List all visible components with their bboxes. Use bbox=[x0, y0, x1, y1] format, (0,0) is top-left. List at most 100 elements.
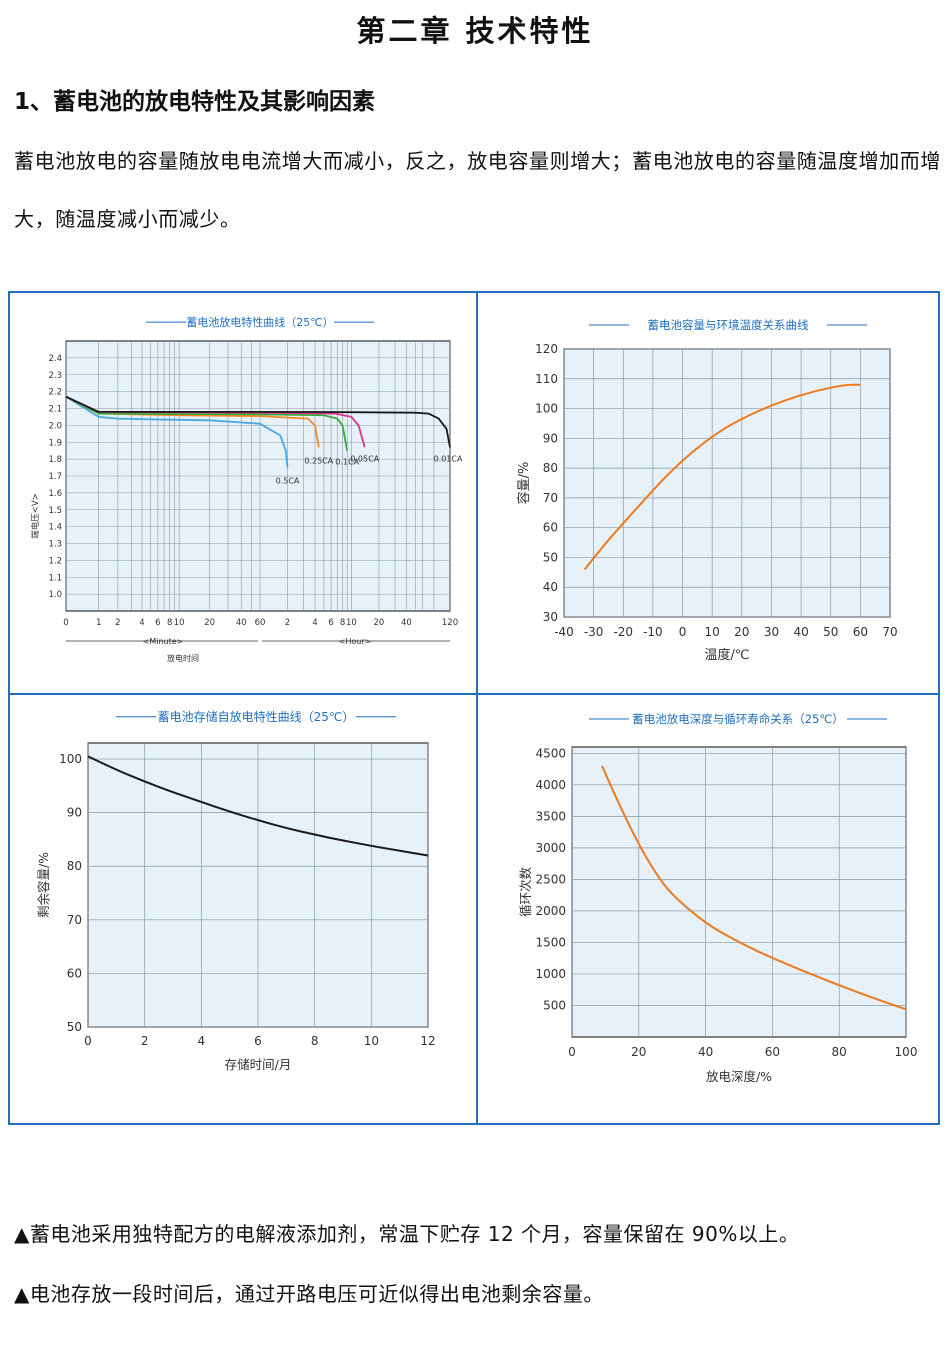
x-tick-label: 100 bbox=[895, 1045, 918, 1059]
x-tick-label: 1 bbox=[96, 618, 101, 628]
y-tick-label: 1.2 bbox=[48, 556, 62, 566]
y-axis-label: 端电压<V> bbox=[30, 493, 41, 539]
x-axis-label: 放电深度/% bbox=[706, 1069, 772, 1084]
y-tick-label: 1000 bbox=[535, 967, 566, 981]
y-tick-label: 50 bbox=[67, 1020, 82, 1034]
grid-divider-vertical bbox=[476, 293, 478, 1123]
x-tick-label: 8 bbox=[311, 1034, 319, 1048]
y-tick-label: 1.3 bbox=[48, 540, 62, 550]
x-tick-label: 20 bbox=[631, 1045, 646, 1059]
chart-title: 蓄电池放电特性曲线（25℃） bbox=[186, 315, 333, 329]
y-axis-label: 剩余容量/% bbox=[36, 852, 51, 918]
x-tick-label: 6 bbox=[155, 618, 160, 628]
panel-capacity-temperature: 蓄电池容量与环境温度关系曲线 -40 -30 -20 -10 0 10 20 30 40 50 60 7… bbox=[478, 293, 940, 693]
x-tick-label: 40 bbox=[236, 618, 247, 628]
x-tick-label: 80 bbox=[832, 1045, 847, 1059]
x-tick-label: 60 bbox=[765, 1045, 780, 1059]
y-tick-label: 100 bbox=[59, 752, 82, 766]
y-tick-label: 70 bbox=[543, 491, 558, 505]
note-open-circuit: ▲电池存放一段时间后，通过开路电压可近似得出电池剩余容量。 bbox=[14, 1282, 604, 1306]
discharge-curve-chart: 蓄电池放电特性曲线（25℃）0 1 2 4 6 8 10 20 40 60 2 4 6 8 10 20 40 12… bbox=[30, 315, 463, 663]
x-tick-label: 2 bbox=[141, 1034, 149, 1048]
series-label: 0.1CA bbox=[335, 458, 359, 467]
series-line bbox=[65, 395, 451, 448]
y-tick-label: 100 bbox=[535, 402, 558, 416]
hour-unit-label: <Hour> bbox=[339, 637, 372, 646]
x-tick-label: 10 bbox=[705, 625, 720, 639]
y-tick-label: 80 bbox=[543, 461, 558, 475]
y-tick-label: 3500 bbox=[535, 809, 566, 823]
chart-title: 蓄电池存储自放电特性曲线（25℃） bbox=[158, 709, 355, 724]
panel-cycle-life: 蓄电池放电深度与循环寿命关系（25℃） 0 20 40 60 80 100 500 1000 15… bbox=[478, 695, 940, 1123]
x-tick-label: 40 bbox=[793, 625, 808, 639]
y-tick-label: 1.5 bbox=[48, 506, 62, 516]
x-tick-label: 0 bbox=[84, 1034, 92, 1048]
series-label: 0.5CA bbox=[276, 477, 300, 486]
x-tick-label: 70 bbox=[882, 625, 897, 639]
x-tick-label: 60 bbox=[255, 618, 266, 628]
y-tick-label: 2.3 bbox=[48, 371, 62, 381]
intro-paragraph: 蓄电池放电的容量随放电电流增大而减小，反之，放电容量则增大；蓄电池放电的容量随温… bbox=[14, 149, 941, 231]
x-tick-label: -20 bbox=[613, 625, 633, 639]
x-tick-label: 10 bbox=[174, 618, 185, 628]
y-tick-label: 70 bbox=[67, 913, 82, 927]
y-tick-label: 2.4 bbox=[48, 354, 62, 364]
section-title: 1、蓄电池的放电特性及其影响因素 bbox=[14, 89, 376, 115]
panel-self-discharge: 蓄电池存储自放电特性曲线（25℃） 0 2 4 6 8 10 12 50 60 70 80 90 100 存… bbox=[10, 695, 476, 1123]
y-tick-label: 90 bbox=[543, 431, 558, 445]
x-tick-label: 40 bbox=[698, 1045, 713, 1059]
x-tick-label: -40 bbox=[554, 625, 574, 639]
grid-divider-horizontal bbox=[10, 693, 938, 695]
chart-grid: 蓄电池放电特性曲线（25℃） 0 1 2 4 6 8 10 20 40 60 2 4 6 8 10 20 40 12… bbox=[8, 291, 940, 1125]
x-tick-label: 60 bbox=[853, 625, 868, 639]
x-tick-label: 50 bbox=[823, 625, 838, 639]
plot-area bbox=[571, 746, 907, 1038]
y-tick-label: 1.1 bbox=[48, 573, 62, 583]
x-tick-label: 8 bbox=[167, 618, 172, 628]
y-tick-label: 4000 bbox=[535, 778, 566, 792]
y-axis-label: 容量/% bbox=[516, 462, 532, 505]
y-tick-label: 2.2 bbox=[48, 388, 62, 398]
x-tick-label: 6 bbox=[254, 1034, 262, 1048]
x-tick-label: 10 bbox=[346, 618, 357, 628]
chart-title: 蓄电池放电深度与循环寿命关系（25℃） bbox=[632, 712, 844, 726]
series-line bbox=[87, 755, 429, 857]
x-tick-label: 12 bbox=[420, 1034, 435, 1048]
y-tick-label: 40 bbox=[543, 580, 558, 594]
x-tick-label: 2 bbox=[115, 618, 120, 628]
x-tick-label: 0 bbox=[63, 618, 68, 628]
y-tick-label: 1.4 bbox=[48, 523, 62, 533]
self-discharge-chart: 蓄电池存储自放电特性曲线（25℃） 0 2 4 6 8 10 12 50 60 70 80 90 100 存… bbox=[36, 709, 436, 1072]
series-line bbox=[65, 395, 289, 468]
x-tick-label: 0 bbox=[679, 625, 687, 639]
y-axis-label: 循环次数 bbox=[518, 867, 533, 918]
y-tick-label: 3000 bbox=[535, 841, 566, 855]
page-title: 第二章 技术特性 bbox=[356, 14, 594, 48]
x-tick-label: 8 bbox=[340, 618, 345, 628]
x-tick-label: 20 bbox=[204, 618, 215, 628]
panel-discharge-curve: 蓄电池放电特性曲线（25℃） 0 1 2 4 6 8 10 20 40 60 2 4 6 8 10 20 40 12… bbox=[10, 293, 476, 693]
x-tick-label: -30 bbox=[584, 625, 604, 639]
x-axis-label: 温度/℃ bbox=[705, 647, 750, 663]
note-storage: ▲蓄电池采用独特配方的电解液添加剂，常温下贮存 12 个月，容量保留在 90%以… bbox=[14, 1222, 800, 1246]
x-tick-label: 10 bbox=[364, 1034, 379, 1048]
series-line bbox=[601, 765, 907, 1011]
x-tick-label: 30 bbox=[764, 625, 779, 639]
x-tick-label: 6 bbox=[328, 618, 333, 628]
y-tick-label: 1.9 bbox=[48, 438, 62, 448]
x-tick-label: 4 bbox=[312, 618, 317, 628]
series-label: 0.25CA bbox=[304, 456, 333, 465]
y-tick-label: 1.0 bbox=[48, 590, 62, 600]
y-tick-label: 2000 bbox=[535, 904, 566, 918]
chart-title: 蓄电池容量与环境温度关系曲线 bbox=[648, 318, 809, 332]
y-tick-label: 110 bbox=[535, 372, 558, 386]
plot-area bbox=[563, 348, 891, 618]
x-axis-label: 存储时间/月 bbox=[225, 1057, 292, 1072]
x-tick-label: 20 bbox=[373, 618, 384, 628]
x-tick-label: 2 bbox=[285, 618, 290, 628]
y-tick-label: 2.1 bbox=[48, 405, 62, 415]
y-tick-label: 50 bbox=[543, 550, 558, 564]
x-tick-label: 40 bbox=[401, 618, 412, 628]
x-tick-label: 0 bbox=[568, 1045, 576, 1059]
series-label: 0.01CA bbox=[434, 454, 463, 463]
